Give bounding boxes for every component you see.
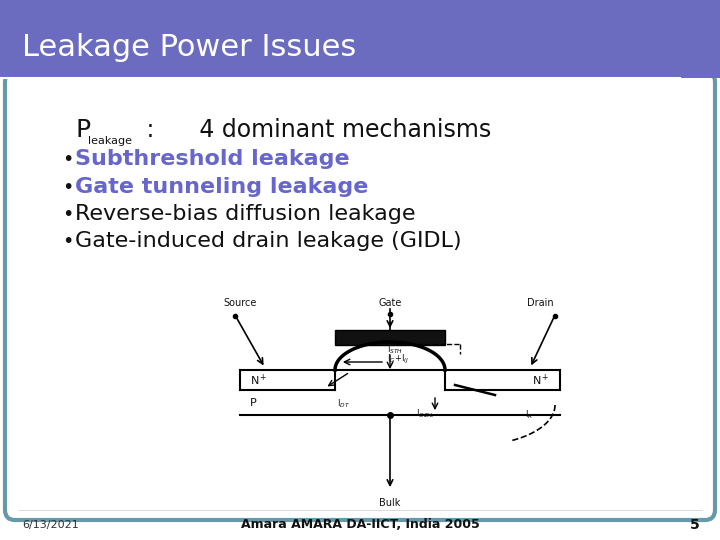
Text: Gate tunneling leakage: Gate tunneling leakage (75, 177, 369, 197)
Text: :      4 dominant mechanisms: : 4 dominant mechanisms (139, 118, 491, 142)
Text: Gate: Gate (378, 298, 402, 308)
Text: •: • (62, 150, 73, 169)
Text: Reverse-bias diffusion leakage: Reverse-bias diffusion leakage (75, 204, 415, 224)
Text: I$_{STH}$: I$_{STH}$ (387, 343, 403, 356)
Text: Subthreshold leakage: Subthreshold leakage (75, 149, 350, 169)
Text: Amara AMARA DA-IICT, India 2005: Amara AMARA DA-IICT, India 2005 (240, 518, 480, 531)
Text: I$_{GIDL}$: I$_{GIDL}$ (416, 408, 434, 420)
Text: 5: 5 (690, 518, 700, 532)
Text: N$^+$: N$^+$ (250, 373, 268, 388)
Text: P: P (250, 397, 257, 408)
Text: •: • (62, 205, 73, 224)
Text: P: P (75, 118, 90, 142)
Text: Drain: Drain (527, 298, 553, 308)
Text: I$_R$: I$_R$ (525, 409, 533, 421)
Text: •: • (62, 232, 73, 251)
Text: N$^+$: N$^+$ (533, 373, 550, 388)
Text: Source: Source (223, 298, 257, 308)
Text: •: • (62, 178, 73, 197)
Text: leakage: leakage (88, 136, 132, 146)
FancyBboxPatch shape (0, 0, 720, 78)
Bar (335, 330, 445, 345)
Text: 6/13/2021: 6/13/2021 (22, 520, 78, 530)
Text: Gate-induced drain leakage (GIDL): Gate-induced drain leakage (GIDL) (75, 231, 462, 251)
Text: Bulk: Bulk (379, 498, 401, 508)
Text: I$_{DT}$: I$_{DT}$ (337, 398, 350, 410)
FancyBboxPatch shape (5, 72, 715, 520)
Text: Leakage Power Issues: Leakage Power Issues (22, 33, 356, 63)
Text: I$_G$+I$_{IJ}$: I$_G$+I$_{IJ}$ (387, 353, 409, 366)
